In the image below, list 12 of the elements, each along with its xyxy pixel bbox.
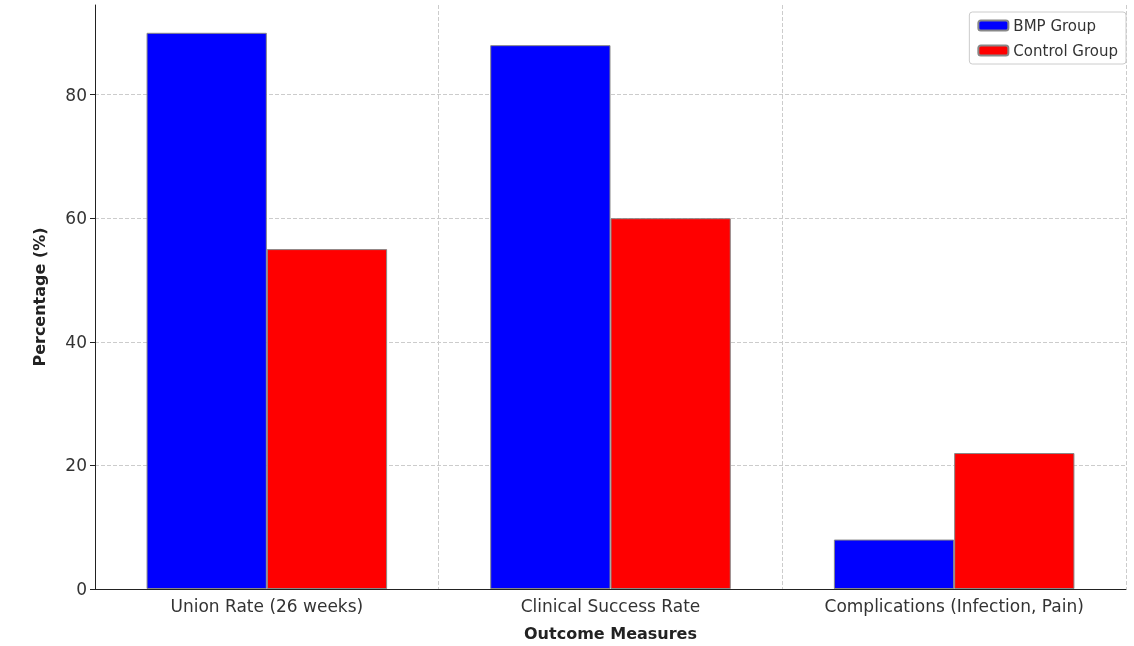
y-tick-label: 0 <box>76 579 87 599</box>
y-tick-label: 80 <box>65 84 87 105</box>
x-tick-label: Clinical Success Rate <box>520 595 701 616</box>
y-tick-label: 20 <box>65 455 87 476</box>
legend-label: BMP Group <box>1013 16 1097 35</box>
x-tick-label: Union Rate (26 weeks) <box>170 595 364 616</box>
y-axis-title: Percentage (%) <box>29 227 49 367</box>
x-axis-title: Outcome Measures <box>524 623 697 643</box>
y-tick-label: 60 <box>65 208 87 229</box>
x-tick-label: Complications (Infection, Pain) <box>824 595 1084 616</box>
legend-label: Control Group <box>1013 41 1118 60</box>
y-tick-label: 40 <box>65 331 87 352</box>
